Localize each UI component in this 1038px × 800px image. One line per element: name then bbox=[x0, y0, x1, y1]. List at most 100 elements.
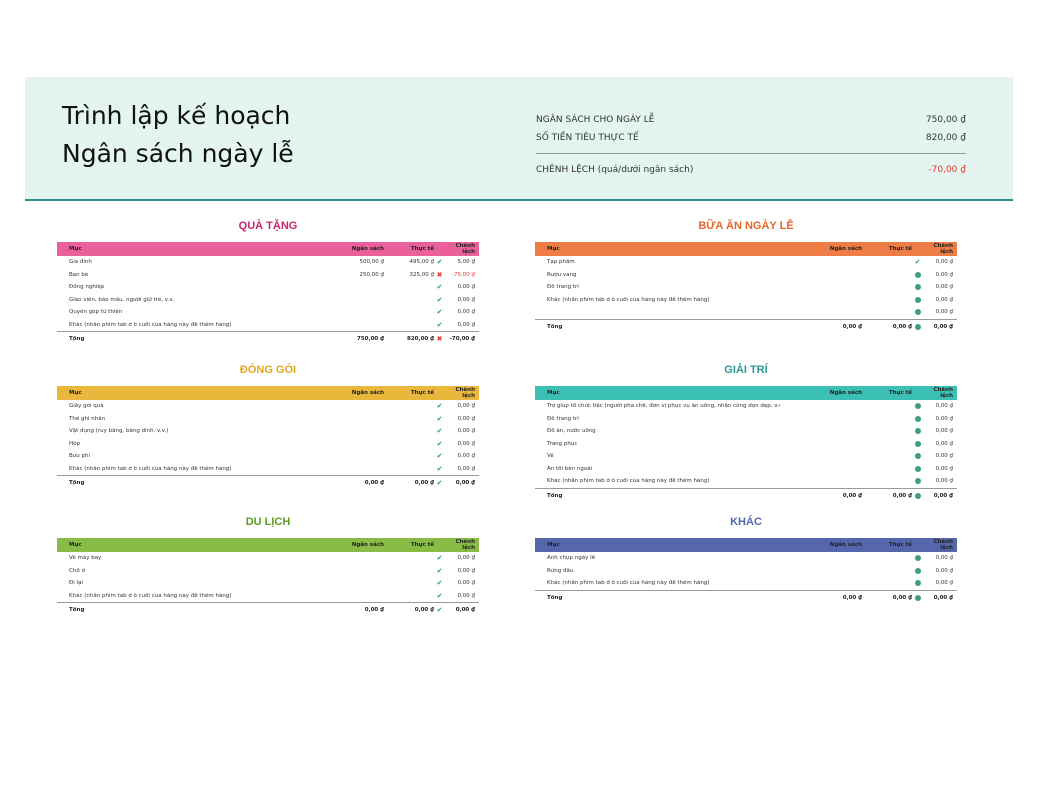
cell-item[interactable]: Đồ trang trí bbox=[547, 284, 579, 291]
table-row[interactable]: Thẻ ghi nhãn ✔ 0,00 ₫ bbox=[57, 413, 479, 426]
table-row[interactable]: Bưu phí ✔ 0,00 ₫ bbox=[57, 450, 479, 463]
table-row[interactable]: Khác (nhấn phím tab ở ô cuối của hàng nà… bbox=[57, 463, 479, 476]
cell-item[interactable]: Rượu vang bbox=[547, 271, 577, 278]
cross-icon: ✖ bbox=[436, 270, 443, 279]
col-budget-header: Ngân sách bbox=[351, 390, 384, 396]
cell-item[interactable]: Khác (nhấn phím tab ở ô cuối của hàng nà… bbox=[547, 580, 710, 587]
cell-item[interactable]: Trang phục bbox=[547, 440, 578, 447]
dot-shape bbox=[914, 492, 921, 499]
table-row[interactable]: Ăn tối bên ngoài 0,00 ₫ bbox=[535, 463, 957, 476]
cell-item[interactable]: Khác (nhấn phím tab ở ô cuối của hàng nà… bbox=[69, 592, 232, 599]
dot-shape bbox=[914, 440, 921, 447]
table-row[interactable]: Vật dụng (ruy băng, băng dính, v.v.) ✔ 0,0… bbox=[57, 425, 479, 438]
cell-item[interactable]: Đồ trang trí bbox=[547, 415, 579, 422]
table-row[interactable]: Hộp ✔ 0,00 ₫ bbox=[57, 438, 479, 451]
cell-item[interactable]: Giáo viên, bảo mẫu, người giữ trẻ, v.v. bbox=[69, 296, 174, 303]
cell-item[interactable]: Khác (nhấn phím tab ở ô cuối của hàng nà… bbox=[547, 478, 710, 485]
table-row[interactable]: Bạn bè 250,00 ₫ 325,00 ₫ ✖ -75,00 ₫ bbox=[57, 269, 479, 282]
table-row[interactable]: Tạp phẩm ✔ 0,00 ₫ bbox=[535, 256, 957, 269]
dot-shape bbox=[914, 323, 921, 330]
cell-item[interactable]: Khác (nhấn phím tab ở ô cuối của hàng nà… bbox=[69, 465, 232, 472]
cell-item[interactable]: Quyên góp từ thiện bbox=[69, 309, 123, 316]
cell-item[interactable]: Đồng nghiệp bbox=[69, 284, 105, 291]
cell-item[interactable]: Vé máy bay bbox=[69, 555, 102, 562]
cell-variance: 0,00 ₫ bbox=[457, 465, 476, 472]
table-row[interactable]: Đồ trang trí 0,00 ₫ bbox=[535, 413, 957, 426]
table-row[interactable]: Rượu vang 0,00 ₫ bbox=[535, 269, 957, 282]
cell-item[interactable]: Ăn tối bên ngoài bbox=[547, 465, 593, 472]
summary-actual-value[interactable]: 820,00 ₫ bbox=[925, 133, 966, 143]
section-meals: BỮA ĂN NGÀY LỄ Mục Ngân sách Thực tế Chênh l… bbox=[535, 219, 957, 334]
table-row[interactable]: Quyên góp từ thiện ✔ 0,00 ₫ bbox=[57, 306, 479, 319]
table-row[interactable]: Khác (nhấn phím tab ở ô cuối của hàng nà… bbox=[57, 319, 479, 332]
cell-item[interactable]: Khác (nhấn phím tab ở ô cuối của hàng nà… bbox=[69, 321, 232, 328]
check-icon: ✔ bbox=[436, 579, 443, 588]
section-other: KHÁC Mục Ngân sách Thực tế Chênh lệch Ảnh chụ… bbox=[535, 515, 957, 605]
cell-variance: 0,00 ₫ bbox=[935, 555, 954, 562]
table-row[interactable]: Chỗ ở ✔ 0,00 ₫ bbox=[57, 565, 479, 578]
dot-shape bbox=[914, 567, 921, 574]
cell-item[interactable]: Khác (nhấn phím tab ở ô cuối của hàng nà… bbox=[547, 296, 710, 303]
dot-shape bbox=[914, 594, 921, 601]
table-row[interactable]: Trợ giúp tổ chức tiệc (người pha chế, đơ… bbox=[535, 400, 957, 413]
cell-budget[interactable]: 250,00 ₫ bbox=[359, 271, 385, 278]
meals-header-row: Mục Ngân sách Thực tế Chênh lệch bbox=[535, 242, 957, 256]
table-row[interactable]: Giấy gói quà ✔ 0,00 ₫ bbox=[57, 400, 479, 413]
table-row[interactable]: Gia đình 500,00 ₫ 495,00 ₫ ✔ 5,00 ₫ bbox=[57, 256, 479, 269]
cell-item[interactable]: Gia đình bbox=[69, 259, 92, 266]
table-row[interactable]: 0,00 ₫ bbox=[535, 306, 957, 319]
entertainment-total-row: Tổng 0,00 ₫ 0,00 ₫ 0,00 ₫ bbox=[535, 487, 957, 503]
status-dot-icon bbox=[912, 579, 923, 587]
summary-budget-value[interactable]: 750,00 ₫ bbox=[925, 115, 966, 125]
status-dot-icon bbox=[912, 477, 923, 485]
cell-item[interactable]: Trợ giúp tổ chức tiệc (người pha chế, đơ… bbox=[547, 403, 780, 410]
cell-item[interactable]: Hộp bbox=[69, 440, 80, 447]
cell-item[interactable]: Tạp phẩm bbox=[547, 259, 575, 266]
table-row[interactable]: Đồ trang trí 0,00 ₫ bbox=[535, 281, 957, 294]
table-row[interactable]: Khác (nhấn phím tab ở ô cuối của hàng nà… bbox=[57, 590, 479, 603]
col-item-header: Mục bbox=[547, 390, 560, 396]
cell-budget[interactable]: 500,00 ₫ bbox=[359, 259, 385, 266]
summary-diff-value[interactable]: -70,00 ₫ bbox=[928, 165, 966, 175]
cell-item[interactable]: Đồ ăn, nước uống bbox=[547, 428, 596, 435]
cell-item[interactable]: Thẻ ghi nhãn bbox=[69, 415, 106, 422]
table-row[interactable]: Khác (nhấn phím tab ở ô cuối của hàng nà… bbox=[535, 294, 957, 307]
table-row[interactable]: Trang phục 0,00 ₫ bbox=[535, 438, 957, 451]
cell-item[interactable]: Vé bbox=[547, 453, 554, 460]
gifts-title: QUÀ TẶNG bbox=[238, 220, 298, 232]
cell-item[interactable]: Bưu phí bbox=[69, 453, 90, 460]
cell-item[interactable]: Bạn bè bbox=[69, 271, 89, 278]
total-budget: 750,00 ₫ bbox=[357, 336, 384, 342]
total-budget: 0,00 ₫ bbox=[842, 594, 862, 601]
cell-item[interactable]: Rửng đầu bbox=[547, 567, 574, 574]
cell-actual[interactable]: 495,00 ₫ bbox=[409, 259, 435, 266]
table-row[interactable]: Đi lại ✔ 0,00 ₫ bbox=[57, 577, 479, 590]
check-icon: ✔ bbox=[436, 452, 443, 461]
cell-variance: 0,00 ₫ bbox=[457, 555, 476, 562]
cell-variance: 0,00 ₫ bbox=[935, 478, 954, 485]
dot-shape bbox=[914, 465, 921, 472]
col-actual-header: Thực tế bbox=[888, 390, 912, 396]
cell-item[interactable]: Chỗ ở bbox=[69, 567, 85, 574]
table-row[interactable]: Khác (nhấn phím tab ở ô cuối của hàng nà… bbox=[535, 475, 957, 488]
status-dot-icon bbox=[912, 296, 923, 304]
table-row[interactable]: Vé máy bay ✔ 0,00 ₫ bbox=[57, 552, 479, 565]
cell-variance: 0,00 ₫ bbox=[935, 259, 954, 266]
col-actual-header: Thực tế bbox=[410, 390, 434, 396]
cell-item[interactable]: Đi lại bbox=[69, 580, 83, 587]
cell-actual[interactable]: 325,00 ₫ bbox=[409, 271, 435, 278]
cell-item[interactable]: Vật dụng (ruy băng, băng dính, v.v.) bbox=[69, 428, 169, 435]
total-label: Tổng bbox=[69, 607, 85, 613]
table-row[interactable]: Giáo viên, bảo mẫu, người giữ trẻ, v.v. ✔… bbox=[57, 294, 479, 307]
table-row[interactable]: Ảnh chụp ngày lễ 0,00 ₫ bbox=[535, 552, 957, 565]
table-row[interactable]: Đồng nghiệp ✔ 0,00 ₫ bbox=[57, 281, 479, 294]
status-dot-icon bbox=[912, 271, 923, 279]
title-line-1: Trình lập kế hoạch bbox=[62, 101, 291, 130]
table-row[interactable]: Vé 0,00 ₫ bbox=[535, 450, 957, 463]
summary-actual-label: SỐ TIỀN TIÊU THỰC TẾ bbox=[536, 133, 639, 143]
cell-item[interactable]: Giấy gói quà bbox=[69, 403, 104, 410]
cell-item[interactable]: Ảnh chụp ngày lễ bbox=[547, 555, 595, 562]
table-row[interactable]: Đồ ăn, nước uống 0,00 ₫ bbox=[535, 425, 957, 438]
table-row[interactable]: Rửng đầu 0,00 ₫ bbox=[535, 565, 957, 578]
table-row[interactable]: Khác (nhấn phím tab ở ô cuối của hàng nà… bbox=[535, 577, 957, 590]
